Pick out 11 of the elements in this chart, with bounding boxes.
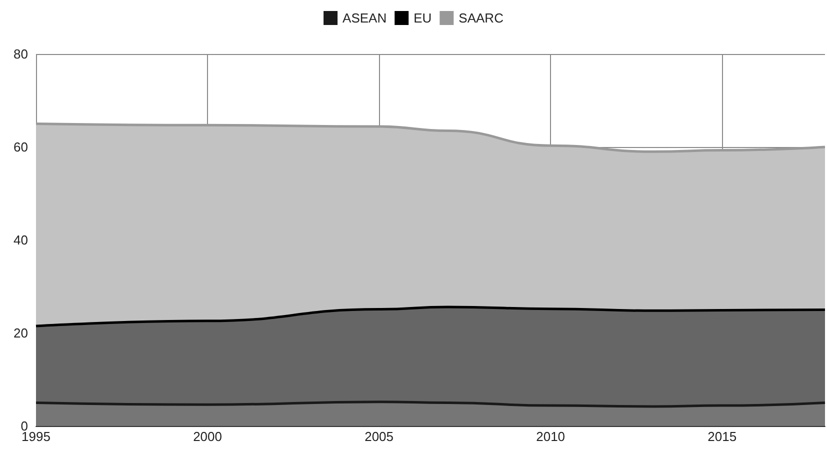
y-tick-label: 60	[14, 140, 28, 154]
y-tick-label: 80	[14, 46, 28, 62]
x-tick-label: 2015	[708, 429, 737, 444]
legend-label: SAARC	[458, 10, 504, 26]
y-tick-label: 20	[14, 326, 28, 340]
x-tick-label: 2005	[364, 429, 394, 444]
y-tick-label: 40	[14, 232, 28, 248]
x-tick-label: 2000	[193, 429, 222, 444]
legend-label: EU	[414, 10, 432, 26]
legend-label: ASEAN	[342, 10, 387, 26]
x-tick-label: 2010	[536, 429, 566, 444]
